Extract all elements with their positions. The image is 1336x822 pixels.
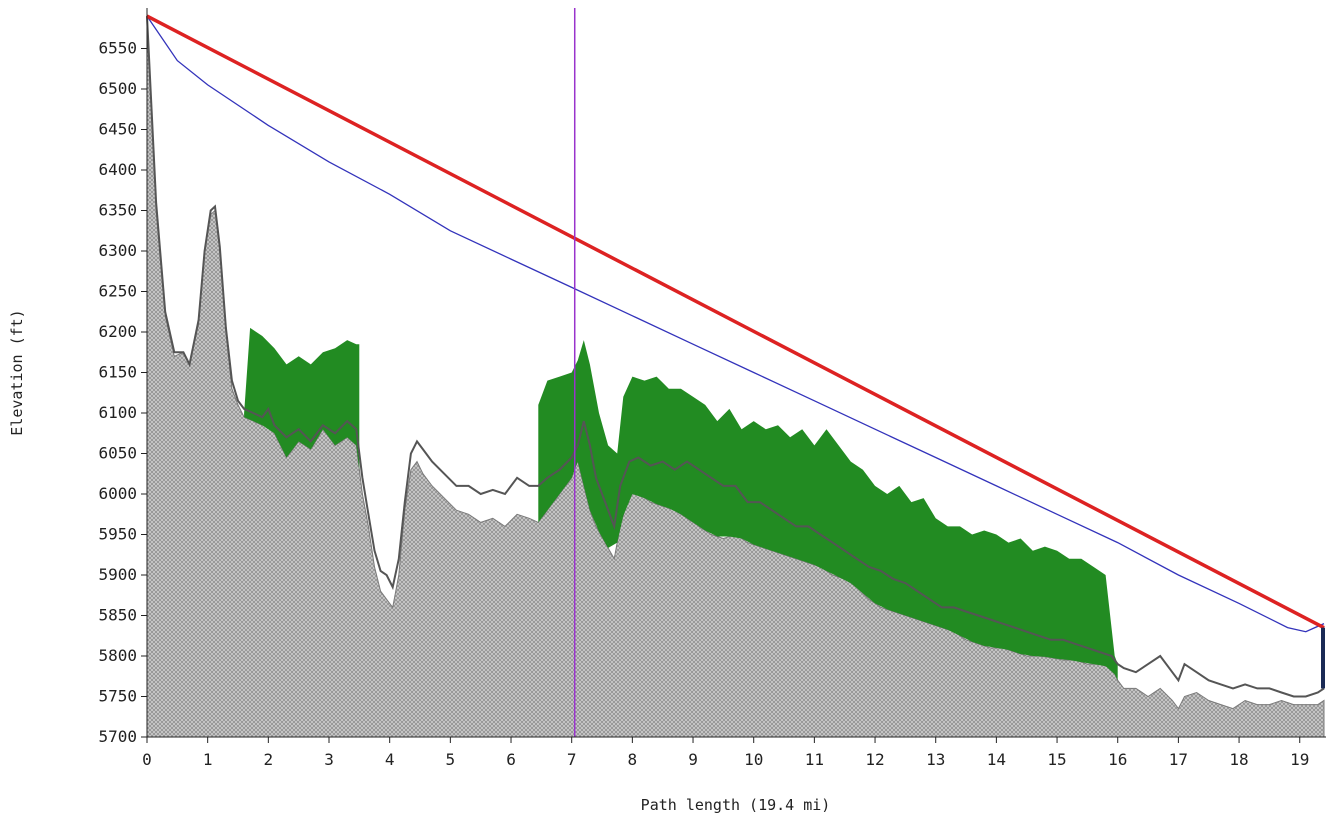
- y-tick-label: 6100: [98, 403, 137, 422]
- x-tick-label: 11: [805, 750, 824, 769]
- canopy-area-2: [538, 340, 1118, 681]
- canopy-area-1: [244, 327, 360, 470]
- y-tick-label: 6000: [98, 484, 137, 503]
- x-tick-label: 17: [1169, 750, 1188, 769]
- y-axis-title: Elevation (ft): [8, 309, 26, 435]
- line-of-sight-line: [146, 14, 1325, 630]
- profile-polyline: [146, 16, 1325, 698]
- x-tick-label: 15: [1047, 750, 1066, 769]
- x-tick-label: 4: [385, 750, 395, 769]
- x-tick-label: 8: [628, 750, 638, 769]
- x-tick-label: 16: [1108, 750, 1127, 769]
- y-tick-label: 5750: [98, 687, 137, 706]
- x-tick-label: 18: [1229, 750, 1248, 769]
- x-tick-label: 9: [688, 750, 698, 769]
- x-axis-ticks: 0 1 2 3 4 5 6 7 8 9 10 11 12 13 14 15 16 17 18 19: [142, 737, 1309, 769]
- y-tick-label: 6450: [98, 120, 137, 139]
- x-tick-label: 3: [324, 750, 334, 769]
- canopy-areas: [244, 327, 1118, 681]
- x-tick-label: 5: [446, 750, 456, 769]
- x-tick-label: 0: [142, 750, 152, 769]
- y-tick-label: 6250: [98, 282, 137, 301]
- y-tick-label: 6500: [98, 79, 137, 98]
- y-tick-label: 5700: [98, 727, 137, 746]
- y-tick-label: 6300: [98, 241, 137, 260]
- beam-curve-polyline: [146, 15, 1325, 633]
- x-tick-label: 12: [865, 750, 884, 769]
- x-tick-label: 14: [987, 750, 1006, 769]
- y-tick-label: 5900: [98, 565, 137, 584]
- y-axis-ticks: 5700 5750 5800 5850 5900 5950 6000 6050 6100 6150…: [98, 39, 147, 746]
- line-of-sight: [146, 14, 1325, 630]
- y-tick-label: 6550: [98, 39, 137, 58]
- x-tick-label: 7: [567, 750, 577, 769]
- y-tick-label: 6350: [98, 201, 137, 220]
- x-axis-title: Path length (19.4 mi): [641, 796, 831, 814]
- y-tick-label: 6050: [98, 444, 137, 463]
- x-tick-label: 19: [1290, 750, 1309, 769]
- y-tick-label: 5850: [98, 606, 137, 625]
- y-tick-label: 6200: [98, 322, 137, 341]
- y-tick-label: 5950: [98, 525, 137, 544]
- y-tick-label: 5800: [98, 646, 137, 665]
- x-tick-label: 13: [926, 750, 945, 769]
- profile-line: [146, 16, 1325, 698]
- x-tick-label: 1: [203, 750, 213, 769]
- beam-curve: [146, 15, 1325, 633]
- x-tick-label: 2: [264, 750, 274, 769]
- y-tick-label: 6400: [98, 160, 137, 179]
- x-tick-label: 10: [744, 750, 763, 769]
- y-tick-label: 6150: [98, 363, 137, 382]
- x-tick-label: 6: [506, 750, 516, 769]
